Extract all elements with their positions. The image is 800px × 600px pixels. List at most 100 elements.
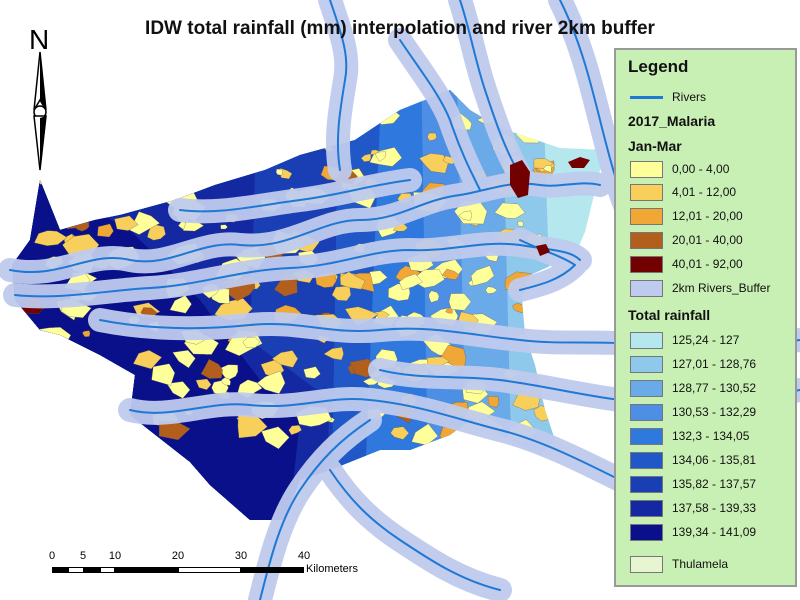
legend-label: 125,24 - 127 [672, 333, 740, 347]
color-swatch [630, 500, 663, 517]
legend-label: 2km Rivers_Buffer [672, 281, 771, 295]
village-polygon [85, 129, 93, 136]
color-swatch [630, 184, 663, 201]
village-polygon [151, 363, 175, 386]
legend-heading-period: Jan-Mar [628, 138, 682, 154]
color-swatch [630, 380, 663, 397]
village-polygon [458, 210, 473, 221]
hotspot-polygon [536, 244, 550, 256]
village-polygon [271, 350, 298, 368]
legend-label: 12,01 - 20,00 [672, 209, 743, 223]
river-line [14, 242, 581, 298]
village-polygon [160, 171, 173, 181]
color-swatch [630, 428, 663, 445]
color-swatch [630, 452, 663, 469]
legend-label: 0,00 - 4,00 [672, 162, 730, 176]
scale-tick-label: 20 [171, 550, 185, 562]
river-line [329, 469, 501, 591]
village-polygon [34, 230, 68, 246]
village-polygon [90, 405, 121, 426]
village-polygon [261, 426, 290, 450]
legend-heading-malaria: 2017_Malaria [628, 113, 716, 129]
village-polygon [32, 396, 52, 408]
color-swatch [630, 404, 663, 421]
legend-item-malaria: 0,00 - 4,00 [628, 160, 798, 180]
village-polygon [44, 152, 67, 168]
village-polygon [518, 102, 545, 120]
village-polygon [203, 106, 227, 124]
malaria-hotspots [510, 157, 590, 256]
legend-label: Thulamela [672, 557, 729, 571]
village-polygon [238, 133, 268, 155]
legend-label: Rivers [672, 90, 707, 104]
color-swatch [630, 256, 663, 273]
village-polygon [256, 91, 280, 115]
legend-item-rainfall: 125,24 - 127 [628, 331, 798, 351]
village-polygon [195, 378, 212, 390]
legend-item-rainfall: 132,3 - 134,05 [628, 427, 798, 447]
village-polygon [272, 90, 305, 114]
village-polygon [209, 154, 233, 172]
village-polygon [301, 97, 321, 113]
village-polygon [399, 273, 423, 291]
village-polygon [29, 385, 61, 402]
village-polygon [543, 164, 552, 173]
village-polygon [75, 109, 85, 117]
village-polygon [427, 132, 437, 141]
scale-tick-label: 10 [108, 550, 122, 562]
village-polygon [94, 386, 108, 396]
north-arrow-icon [33, 51, 47, 171]
color-swatch [630, 524, 663, 541]
village-polygon [225, 154, 250, 174]
scale-tick-label: 5 [79, 550, 87, 562]
village-polygon [323, 347, 344, 361]
legend-item-malaria: 4,01 - 12,00 [628, 183, 798, 203]
map-title: IDW total rainfall (mm) interpolation an… [145, 18, 655, 39]
village-polygon [442, 268, 460, 280]
scale-tick-label: 0 [48, 550, 56, 562]
river-line-swatch [630, 96, 663, 99]
village-polygon [150, 91, 175, 109]
legend-item-malaria: 12,01 - 20,00 [628, 207, 798, 227]
scale-bar: 0 5 10 20 30 40 Kilometers [40, 550, 380, 590]
village-polygon [26, 408, 51, 426]
scale-units-label: Kilometers [306, 563, 358, 575]
hotspot-polygon [568, 157, 590, 168]
village-polygon [82, 330, 91, 337]
legend-label: 127,01 - 128,76 [672, 357, 757, 371]
legend-item-rainfall: 139,34 - 141,09 [628, 523, 798, 543]
village-polygon [280, 96, 301, 116]
village-polygon [288, 425, 302, 435]
village-polygon [61, 357, 80, 375]
legend-item-area: Thulamela [628, 555, 798, 575]
hotspot-polygon [510, 160, 530, 198]
legend-item-malaria: 40,01 - 92,00 [628, 255, 798, 275]
village-polygon [97, 223, 114, 238]
village-polygon [200, 359, 223, 379]
scale-segment [100, 567, 115, 573]
legend-heading-rainfall: Total rainfall [628, 307, 711, 323]
legend-item-rainfall: 128,77 - 130,52 [628, 379, 798, 399]
village-polygon [283, 116, 293, 122]
village-polygon [147, 223, 166, 241]
legend-item-rainfall: 127,01 - 128,76 [628, 355, 798, 375]
village-polygon [265, 106, 291, 120]
legend-item-malaria: 20,01 - 40,00 [628, 231, 798, 251]
legend-label: 137,58 - 139,33 [672, 501, 757, 515]
legend-label: 20,01 - 40,00 [672, 233, 743, 247]
scale-segment [84, 567, 100, 573]
village-polygon [106, 147, 116, 156]
legend-item-rainfall: 137,58 - 139,33 [628, 499, 798, 519]
legend-item-rainfall: 134,06 - 135,81 [628, 451, 798, 471]
village-polygon [445, 308, 453, 314]
legend-item-rainfall: 135,82 - 137,57 [628, 475, 798, 495]
legend-title: Legend [628, 57, 689, 76]
village-polygon [106, 198, 117, 205]
village-polygon [517, 221, 524, 227]
village-polygon [419, 153, 449, 174]
village-polygon [485, 286, 498, 294]
color-swatch [630, 356, 663, 373]
village-polygon [39, 373, 63, 395]
village-polygon [287, 137, 300, 146]
